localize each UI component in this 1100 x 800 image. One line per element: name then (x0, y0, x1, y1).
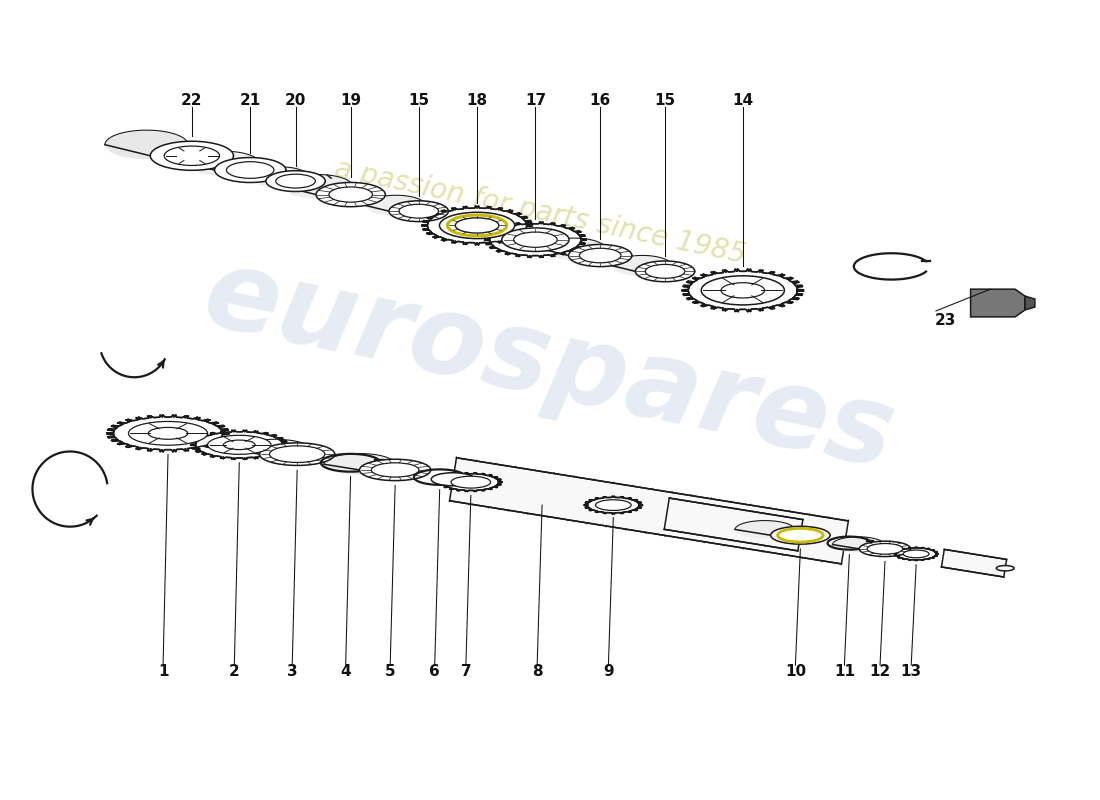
Text: 22: 22 (182, 94, 202, 108)
Text: 18: 18 (466, 94, 487, 108)
Text: 1: 1 (157, 664, 168, 679)
Ellipse shape (720, 282, 764, 298)
Text: 4: 4 (340, 664, 351, 679)
Ellipse shape (833, 537, 884, 552)
Polygon shape (366, 195, 449, 211)
Ellipse shape (867, 543, 903, 554)
Ellipse shape (266, 170, 326, 191)
Text: 5: 5 (385, 664, 396, 679)
Text: 15: 15 (408, 94, 429, 108)
Polygon shape (440, 473, 502, 491)
Ellipse shape (366, 195, 426, 216)
Text: 7: 7 (461, 664, 471, 679)
Ellipse shape (569, 245, 631, 266)
Polygon shape (189, 151, 286, 170)
Ellipse shape (270, 446, 324, 462)
Polygon shape (190, 430, 288, 459)
Ellipse shape (223, 440, 255, 450)
Ellipse shape (636, 261, 695, 282)
Text: 2: 2 (229, 664, 240, 679)
Text: eurospares: eurospares (196, 240, 904, 490)
Text: 13: 13 (901, 664, 922, 679)
Text: 12: 12 (869, 664, 891, 679)
Ellipse shape (276, 174, 316, 188)
Ellipse shape (260, 443, 334, 466)
Polygon shape (104, 130, 233, 156)
Ellipse shape (451, 476, 491, 488)
Ellipse shape (702, 276, 784, 305)
Ellipse shape (440, 212, 515, 238)
Text: 10: 10 (785, 664, 806, 679)
Text: 3: 3 (287, 664, 297, 679)
Polygon shape (735, 521, 830, 535)
Polygon shape (484, 222, 586, 258)
Polygon shape (833, 537, 911, 549)
Ellipse shape (151, 142, 233, 170)
Ellipse shape (208, 435, 271, 454)
Ellipse shape (316, 182, 385, 206)
Ellipse shape (329, 187, 373, 202)
Polygon shape (542, 238, 631, 255)
Text: 11: 11 (834, 664, 855, 679)
Ellipse shape (129, 422, 208, 446)
Ellipse shape (360, 459, 431, 481)
Polygon shape (613, 255, 695, 271)
Ellipse shape (542, 238, 606, 260)
Text: a passion for parts since 1985: a passion for parts since 1985 (332, 154, 748, 270)
Ellipse shape (399, 204, 439, 218)
Ellipse shape (771, 526, 830, 544)
Ellipse shape (389, 201, 449, 222)
Ellipse shape (514, 232, 558, 247)
Polygon shape (682, 269, 804, 312)
Polygon shape (323, 454, 431, 470)
Ellipse shape (323, 454, 395, 475)
Polygon shape (942, 550, 1007, 577)
Polygon shape (284, 174, 385, 194)
Ellipse shape (502, 228, 569, 251)
Text: 15: 15 (654, 94, 675, 108)
Ellipse shape (104, 130, 188, 159)
Ellipse shape (580, 248, 622, 262)
Ellipse shape (148, 427, 188, 439)
Polygon shape (1025, 296, 1035, 310)
Ellipse shape (284, 174, 353, 198)
Ellipse shape (431, 473, 475, 486)
Polygon shape (238, 439, 334, 454)
Ellipse shape (455, 218, 498, 233)
Ellipse shape (613, 255, 672, 276)
Ellipse shape (903, 550, 929, 558)
Polygon shape (894, 547, 938, 561)
Ellipse shape (646, 265, 685, 278)
Ellipse shape (227, 162, 274, 178)
Ellipse shape (238, 439, 312, 462)
Text: 23: 23 (935, 314, 957, 328)
Ellipse shape (214, 158, 286, 182)
Polygon shape (970, 289, 1025, 317)
Ellipse shape (250, 166, 309, 187)
Ellipse shape (164, 146, 220, 166)
Text: 20: 20 (285, 94, 306, 108)
Polygon shape (664, 498, 803, 551)
Text: 19: 19 (340, 94, 361, 108)
Polygon shape (107, 415, 230, 452)
Ellipse shape (189, 151, 260, 176)
Text: 8: 8 (531, 664, 542, 679)
Ellipse shape (997, 566, 1014, 571)
Ellipse shape (372, 463, 419, 477)
Text: 14: 14 (733, 94, 754, 108)
Polygon shape (421, 206, 532, 245)
Ellipse shape (595, 500, 631, 510)
Polygon shape (584, 496, 642, 514)
Text: 9: 9 (603, 664, 614, 679)
Text: 17: 17 (525, 94, 546, 108)
Polygon shape (250, 166, 326, 181)
Ellipse shape (735, 521, 794, 538)
Text: 16: 16 (590, 94, 610, 108)
Text: 21: 21 (240, 94, 261, 108)
Text: 6: 6 (429, 664, 440, 679)
Polygon shape (450, 458, 848, 564)
Ellipse shape (859, 541, 911, 557)
